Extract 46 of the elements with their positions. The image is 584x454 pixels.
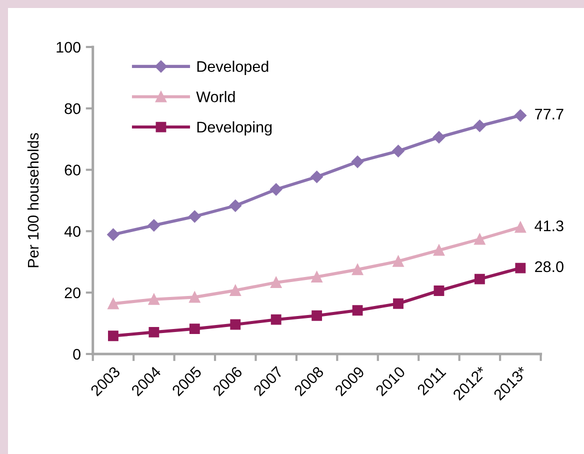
point bbox=[230, 319, 241, 330]
point bbox=[230, 284, 241, 296]
point bbox=[433, 244, 445, 256]
point bbox=[312, 310, 322, 321]
y-axis-title: Per 100 households bbox=[27, 133, 39, 268]
point bbox=[108, 298, 119, 310]
legend-label: World bbox=[196, 91, 235, 102]
point bbox=[352, 305, 363, 316]
point bbox=[148, 326, 160, 338]
data-label: 28.0 bbox=[535, 261, 564, 272]
y-tick-label: 40 bbox=[64, 226, 80, 237]
point bbox=[189, 324, 200, 334]
point bbox=[352, 264, 364, 276]
point bbox=[392, 144, 404, 158]
y-tick-label: 100 bbox=[56, 42, 80, 53]
point bbox=[515, 262, 526, 274]
point bbox=[432, 131, 446, 144]
point bbox=[310, 170, 323, 183]
y-tick-label: 20 bbox=[64, 287, 80, 298]
point bbox=[393, 298, 404, 309]
point bbox=[392, 256, 404, 267]
point bbox=[270, 314, 282, 325]
point bbox=[148, 294, 160, 305]
point bbox=[270, 276, 282, 288]
point bbox=[514, 109, 527, 122]
point bbox=[474, 234, 486, 245]
y-tick-label: 0 bbox=[73, 348, 80, 360]
y-tick-label: 60 bbox=[64, 164, 80, 176]
point bbox=[108, 330, 118, 342]
point bbox=[514, 222, 526, 233]
point bbox=[189, 292, 200, 303]
point bbox=[311, 271, 322, 282]
point bbox=[148, 219, 160, 232]
point bbox=[270, 183, 282, 196]
data-label: 41.3 bbox=[534, 220, 564, 232]
point bbox=[351, 156, 364, 168]
legend-label: Developing bbox=[197, 121, 272, 136]
point bbox=[188, 210, 201, 223]
point bbox=[474, 120, 486, 132]
point bbox=[107, 228, 120, 241]
data-label: 77.7 bbox=[535, 108, 564, 120]
y-tick-label: 80 bbox=[64, 103, 80, 114]
point bbox=[229, 200, 242, 212]
legend-label: Developed bbox=[197, 60, 268, 75]
point bbox=[434, 286, 444, 296]
point bbox=[474, 274, 485, 284]
